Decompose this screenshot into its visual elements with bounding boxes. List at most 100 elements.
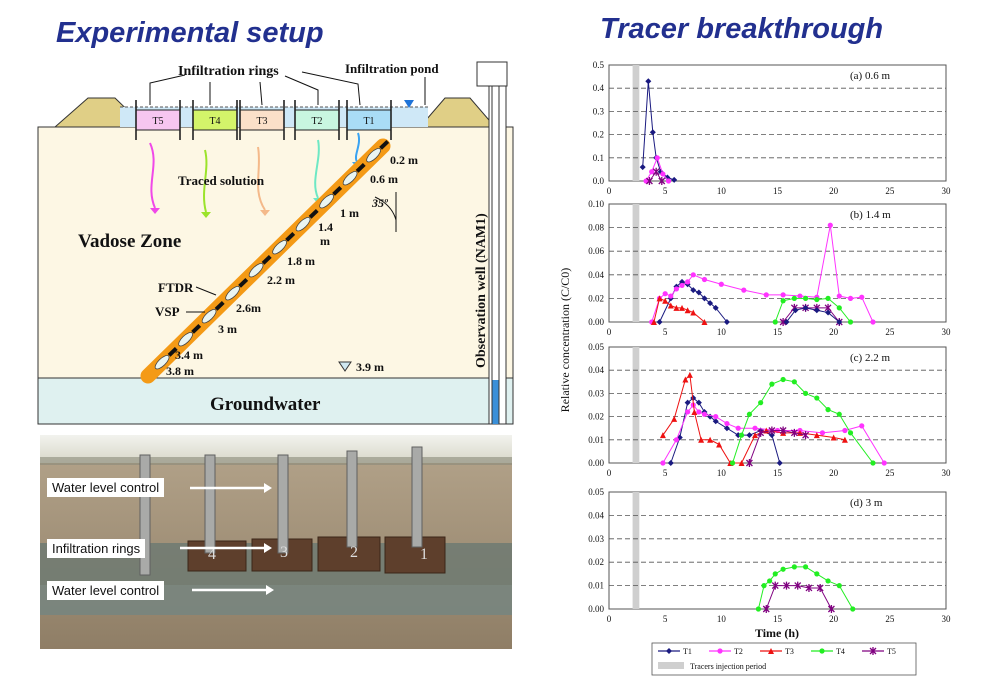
ring-label-T4: T4 xyxy=(209,116,220,127)
x-tick-label: 20 xyxy=(829,186,839,196)
legend-label: T5 xyxy=(887,647,896,656)
plot-area xyxy=(608,64,947,182)
ring-T4: T4 xyxy=(192,100,238,140)
point-T2 xyxy=(685,409,691,415)
point-T2 xyxy=(649,169,655,175)
water-level-marker xyxy=(404,100,414,108)
x-tick-label: 30 xyxy=(942,327,952,337)
series-T5 xyxy=(645,167,666,185)
y-tick-label: 0.4 xyxy=(593,83,605,93)
photo-label-water-level-bottom: Water level control xyxy=(47,581,165,600)
sensor-ftdr xyxy=(355,162,366,173)
sensors xyxy=(154,139,390,370)
y-tick-label: 0.01 xyxy=(588,435,604,445)
series-T4 xyxy=(729,376,876,466)
y-tick-label: 0.04 xyxy=(588,510,604,520)
legend-item-T4: T4 xyxy=(811,647,845,656)
y-axis-label: Relative concentration (C/C0) xyxy=(558,268,572,413)
legend-label: T1 xyxy=(683,647,692,656)
point-T4 xyxy=(729,460,736,466)
depth-1.4: 1.4 xyxy=(318,220,333,234)
point-T4 xyxy=(802,295,809,301)
x-tick-label: 30 xyxy=(942,614,952,624)
sensor-vsp xyxy=(201,309,217,324)
water-table-depth: 3.9 m xyxy=(356,360,384,374)
point-T1 xyxy=(783,319,790,325)
point-T4 xyxy=(814,395,820,401)
y-tick-label: 0.05 xyxy=(588,487,604,497)
point-T4 xyxy=(758,400,764,406)
point-T4 xyxy=(870,460,876,466)
point-T4 xyxy=(814,296,820,303)
ring-label-T1: T1 xyxy=(363,116,374,127)
legend-item-injection: Tracers injection period xyxy=(658,662,766,671)
sensor-vsp xyxy=(342,171,358,186)
depth-0.6: 0.6 m xyxy=(370,172,398,186)
panel-0: 0.0 0.1 0.2 0.3 0.4 0.5 0 5 10 15 20 25 30 (a) 0.6 m xyxy=(593,60,951,196)
y-tick-label: 0.02 xyxy=(588,557,604,567)
point-T2 xyxy=(660,460,666,466)
point-T2 xyxy=(847,295,854,301)
point-T2 xyxy=(797,293,803,299)
x-tick-label: 0 xyxy=(607,327,612,337)
x-tick-label: 5 xyxy=(663,468,668,478)
point-T2 xyxy=(870,319,876,325)
legend-item-T3: T3 xyxy=(760,647,794,656)
legend-label: T3 xyxy=(785,647,794,656)
point-T1 xyxy=(825,309,832,316)
point-T2 xyxy=(763,292,769,298)
point-T4 xyxy=(767,578,773,584)
series-T4 xyxy=(772,295,854,325)
point-T1 xyxy=(649,129,656,136)
y-tick-label: 0.1 xyxy=(593,153,604,163)
x-tick-label: 15 xyxy=(773,614,783,624)
ring-mark-3: 3 xyxy=(280,544,288,561)
y-tick-label: 0.04 xyxy=(588,365,604,375)
point-T2 xyxy=(701,276,708,283)
point-T3 xyxy=(830,434,837,441)
point-T2 xyxy=(665,178,672,184)
y-tick-label: 0.05 xyxy=(588,342,604,352)
point-T3 xyxy=(684,307,691,314)
point-T1 xyxy=(701,295,708,302)
sensor-ftdr xyxy=(167,346,178,357)
infiltration-rings-label: Infiltration rings xyxy=(178,64,279,79)
photo-label-water-level-top: Water level control xyxy=(47,478,165,497)
point-T4 xyxy=(802,390,809,396)
point-T5 xyxy=(762,605,770,613)
point-T2 xyxy=(713,414,719,420)
y-tick-label: 0.08 xyxy=(588,223,604,233)
sensor-vsp xyxy=(178,332,193,347)
point-T4 xyxy=(836,411,842,417)
ring-T5: T5 xyxy=(135,100,181,140)
point-T4 xyxy=(819,648,825,654)
x-tick-label: 25 xyxy=(885,186,895,196)
point-T3 xyxy=(691,408,698,415)
ftdr-label: FTDR xyxy=(158,280,194,295)
point-T5 xyxy=(771,581,779,590)
point-T5 xyxy=(805,583,813,592)
point-T4 xyxy=(850,606,856,612)
point-T4 xyxy=(825,578,831,584)
point-T1 xyxy=(802,304,809,311)
ring-mark-1: 1 xyxy=(420,546,428,563)
point-T2 xyxy=(654,155,660,161)
observation-well-label: Observation well (NAM1) xyxy=(474,213,489,368)
right-berm xyxy=(418,97,497,128)
point-T1 xyxy=(656,319,663,325)
field-photo: 5 4 3 2 1 Water level control Infiltrati… xyxy=(40,435,512,649)
y-tick-label: 0.3 xyxy=(593,106,605,116)
point-T2 xyxy=(668,293,674,299)
x-tick-label: 0 xyxy=(607,186,612,196)
x-tick-label: 20 xyxy=(829,468,839,478)
point-T3 xyxy=(738,460,745,466)
x-tick-label: 30 xyxy=(942,186,952,196)
x-tick-label: 30 xyxy=(942,468,952,478)
point-T3 xyxy=(662,297,669,304)
point-T3 xyxy=(673,304,680,311)
point-T5 xyxy=(790,428,798,437)
point-T3 xyxy=(701,319,708,325)
ring-mark-2: 2 xyxy=(350,544,358,561)
depth-3.4: 3.4 m xyxy=(175,348,203,362)
